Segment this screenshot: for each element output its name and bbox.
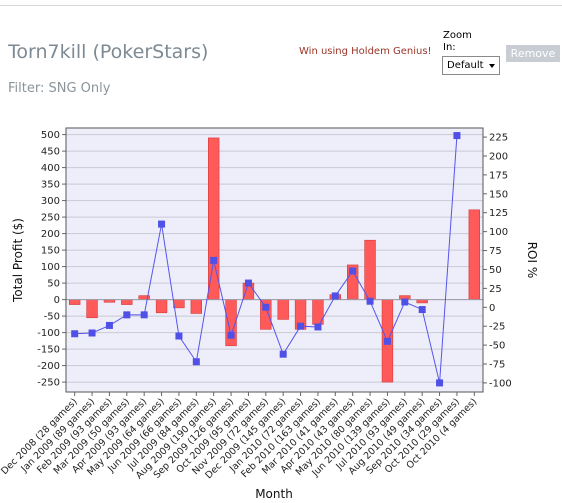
bar xyxy=(173,299,185,309)
roi-marker xyxy=(88,329,96,337)
y-axis-title: Total Profit ($) xyxy=(11,218,25,303)
promo-link[interactable]: Win using Holdem Genius! xyxy=(299,46,432,57)
roi-marker xyxy=(71,330,79,338)
bar xyxy=(364,239,376,300)
bar xyxy=(121,299,133,305)
y2-tick-label: 100 xyxy=(489,227,508,238)
y-tick-label: 150 xyxy=(41,246,60,257)
y-tick-label: 450 xyxy=(41,147,60,158)
roi-marker xyxy=(418,306,426,314)
roi-marker xyxy=(192,358,200,366)
roi-marker xyxy=(158,220,166,228)
roi-marker xyxy=(105,321,113,329)
roi-marker xyxy=(349,267,357,275)
y2-tick-label: 0 xyxy=(489,303,495,314)
roi-marker xyxy=(297,322,305,330)
roi-marker xyxy=(210,256,218,264)
y2-tick-label: 125 xyxy=(489,208,508,219)
roi-marker xyxy=(140,311,148,319)
bar xyxy=(277,299,289,320)
y2-tick-label: -75 xyxy=(489,360,505,371)
y-tick-label: -50 xyxy=(44,312,60,323)
y-tick-label: -150 xyxy=(37,345,60,356)
bar xyxy=(69,299,81,305)
bar xyxy=(86,299,98,319)
roi-marker xyxy=(227,331,235,339)
roi-marker xyxy=(314,323,322,331)
y2-tick-label: 25 xyxy=(489,284,502,295)
roi-marker xyxy=(436,379,444,387)
chevron-down-icon xyxy=(489,64,495,68)
profit-roi-chart: 500450400350300250200150100500-50-100-15… xyxy=(0,127,539,501)
y2-tick-label: -25 xyxy=(489,322,505,333)
y2-tick-label: 50 xyxy=(489,265,502,276)
y-tick-label: -250 xyxy=(37,378,60,389)
bar xyxy=(190,299,202,314)
y2-tick-label: 200 xyxy=(489,151,508,162)
y-tick-label: -200 xyxy=(37,361,60,372)
y2-tick-label: 75 xyxy=(489,246,502,257)
y2-tick-label: 175 xyxy=(489,170,508,181)
top-divider xyxy=(0,5,562,6)
y-tick-label: 500 xyxy=(41,130,60,141)
y-tick-label: 50 xyxy=(47,279,60,290)
y2-axis-title: ROI % xyxy=(525,242,539,279)
roi-marker xyxy=(175,332,183,340)
zoom-select[interactable]: Default xyxy=(442,56,500,75)
y2-tick-label: 225 xyxy=(489,133,508,144)
y-tick-label: 200 xyxy=(41,229,60,240)
remove-button[interactable]: Remove xyxy=(506,45,560,62)
x-axis-title: Month xyxy=(255,487,293,501)
filter-label: Filter: SNG Only xyxy=(8,81,111,96)
roi-marker xyxy=(453,132,461,140)
y2-tick-label: 150 xyxy=(489,189,508,200)
bar xyxy=(155,299,168,314)
roi-marker xyxy=(331,292,339,300)
y-tick-label: 250 xyxy=(41,213,60,224)
y-tick-label: -100 xyxy=(37,328,60,339)
roi-marker xyxy=(366,297,374,305)
y-tick-label: 400 xyxy=(41,163,60,174)
plot-area xyxy=(66,128,483,392)
roi-marker xyxy=(262,303,270,311)
zoom-select-value: Default xyxy=(447,60,484,71)
roi-marker xyxy=(279,350,287,358)
page-title: Torn7kill (PokerStars) xyxy=(8,41,209,63)
y-tick-label: 0 xyxy=(54,295,60,306)
zoom-label: Zoom In: xyxy=(443,30,472,53)
roi-marker xyxy=(123,311,131,319)
plot-border xyxy=(65,127,484,393)
bar xyxy=(468,209,480,300)
y-tick-label: 100 xyxy=(41,262,60,273)
roi-marker xyxy=(244,279,252,287)
roi-marker xyxy=(401,298,409,306)
roi-marker xyxy=(383,337,391,345)
y-tick-label: 350 xyxy=(41,180,60,191)
y-tick-label: 300 xyxy=(41,196,60,207)
y2-tick-label: -50 xyxy=(489,341,505,352)
y2-tick-label: -100 xyxy=(489,378,512,389)
